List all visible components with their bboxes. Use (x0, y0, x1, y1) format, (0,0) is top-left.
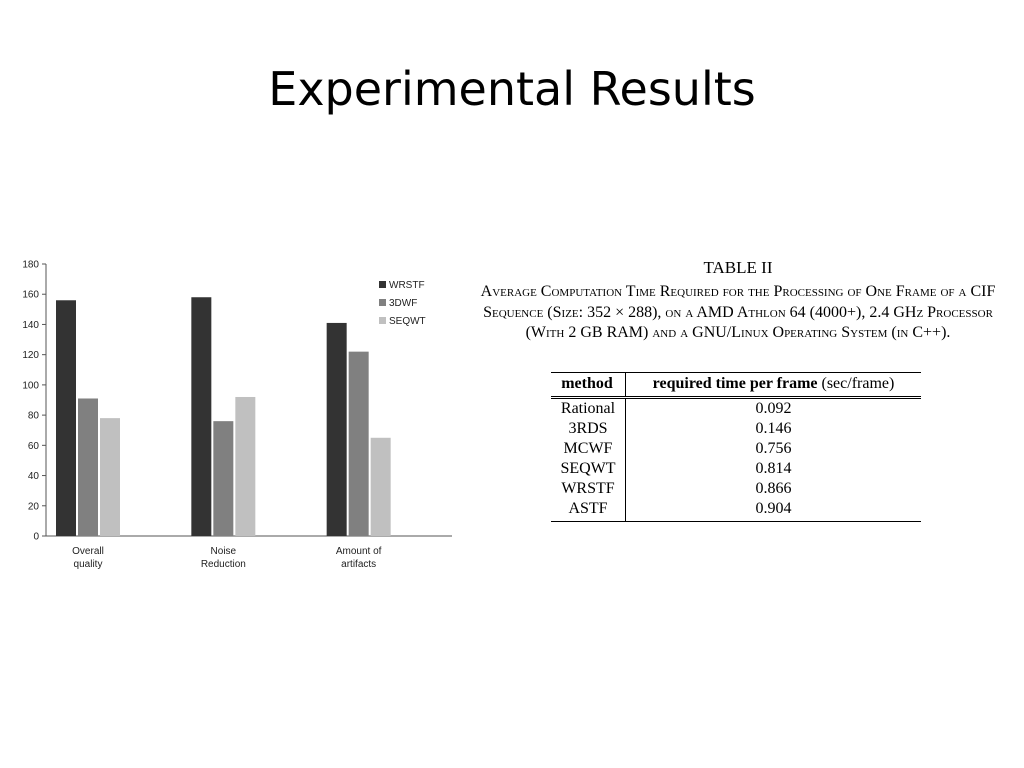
table-row: SEQWT 0.814 (551, 458, 921, 479)
legend-swatch-3dwf (379, 299, 386, 306)
bar-wrstf (191, 297, 212, 536)
x-category-label: Reduction (201, 559, 246, 570)
bar-wrstf (56, 300, 76, 536)
header-method: method (551, 371, 626, 399)
table-row: WRSTF 0.866 (551, 478, 921, 499)
table-row: Rational 0.092 (551, 397, 921, 419)
time-cell: 0.092 (755, 399, 792, 417)
y-tick-label: 80 (28, 411, 40, 422)
legend-label-wrstf: WRSTF (389, 280, 425, 291)
y-tick-label: 40 (28, 471, 40, 482)
bar-3dwf (78, 398, 98, 536)
bar-chart: 0 20 40 60 80 100 120 140 160 180 Overall quality No… (22, 260, 452, 570)
x-category-label: Overall (72, 546, 104, 557)
bar-wrstf (326, 322, 347, 536)
table-caption: Average Computation Time Required for th… (480, 283, 996, 341)
table-row: ASTF 0.904 (551, 498, 921, 522)
results-table: method required time per frame (sec/fram… (551, 371, 921, 522)
method-cell: WRSTF (551, 478, 626, 499)
x-category-label: Amount of (336, 546, 382, 557)
time-cell: 0.146 (755, 419, 792, 437)
x-category-label: artifacts (341, 559, 376, 570)
x-category-label: Noise (211, 546, 237, 557)
y-tick-label: 140 (22, 320, 39, 331)
legend-swatch-seqwt (379, 317, 386, 324)
y-tick-label: 160 (22, 290, 39, 301)
legend-label-3dwf: 3DWF (389, 298, 417, 309)
legend-label-seqwt: SEQWT (389, 316, 426, 327)
method-cell: ASTF (551, 498, 626, 522)
table-header-row: method required time per frame (sec/fram… (551, 371, 921, 399)
y-tick-label: 20 (28, 501, 40, 512)
bar-seqwt (100, 418, 120, 536)
header-time-label: required time per frame (652, 374, 818, 392)
time-cell: 0.866 (755, 479, 792, 497)
time-cell: 0.904 (625, 498, 921, 522)
y-tick-label: 100 (22, 380, 39, 391)
slide-title: Experimental Results (268, 62, 756, 116)
table-block: TABLE II Average Computation Time Requir… (468, 258, 1008, 522)
table-label: TABLE II (703, 258, 773, 277)
y-tick-label: 0 (33, 532, 39, 543)
method-cell: MCWF (551, 438, 626, 459)
header-time: required time per frame (sec/frame) (625, 371, 921, 399)
header-time-unit: (sec/frame) (821, 374, 895, 392)
table-row: MCWF 0.756 (551, 438, 921, 459)
legend-swatch-wrstf (379, 281, 386, 288)
y-tick-label: 120 (22, 350, 39, 361)
bar-seqwt (370, 437, 391, 536)
time-cell: 0.756 (755, 439, 792, 457)
table-row: 3RDS 0.146 (551, 418, 921, 439)
time-cell: 0.814 (755, 459, 792, 477)
y-tick-label: 180 (22, 260, 39, 271)
x-category-label: quality (74, 559, 103, 570)
bar-seqwt (235, 396, 256, 536)
y-tick-label: 60 (28, 441, 40, 452)
bar-3dwf (348, 351, 369, 536)
method-cell: 3RDS (551, 418, 626, 439)
method-cell: SEQWT (551, 458, 626, 479)
method-cell: Rational (551, 397, 626, 419)
bar-3dwf (213, 421, 234, 536)
